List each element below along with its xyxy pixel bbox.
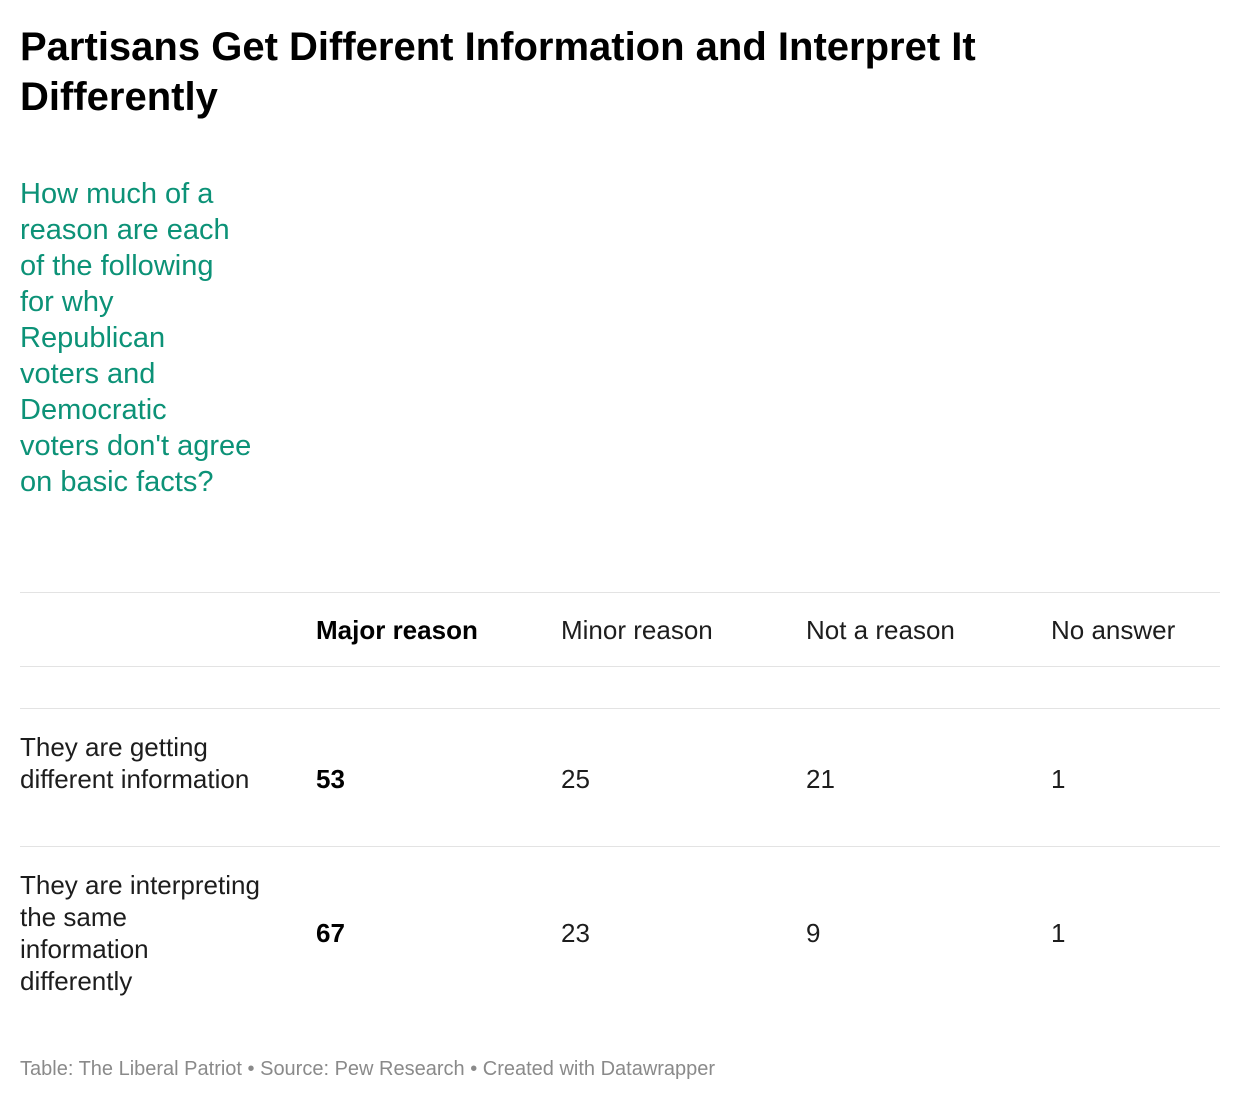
row-divider — [20, 708, 1220, 709]
row-label-interpreting-differently: They are interpreting the same informati… — [20, 870, 260, 996]
row-divider — [20, 846, 1220, 847]
column-header-no-answer: No answer — [1051, 615, 1176, 645]
header-bottom-rule — [20, 666, 1220, 667]
row-label-different-information: They are getting different information — [20, 732, 250, 794]
cell-major-reason: 67 — [316, 918, 345, 948]
chart-title: Partisans Get Different Information and … — [20, 25, 976, 119]
cell-not-a-reason: 9 — [806, 918, 821, 948]
column-header-not-a-reason: Not a reason — [806, 615, 955, 645]
cell-minor-reason: 25 — [561, 764, 590, 794]
cell-not-a-reason: 21 — [806, 764, 835, 794]
cell-major-reason: 53 — [316, 764, 345, 794]
table-top-rule — [20, 592, 1220, 593]
column-header-minor-reason: Minor reason — [561, 615, 713, 645]
chart-description: How much of a reason are each of the fol… — [20, 178, 252, 498]
chart-footer: Table: The Liberal Patriot • Source: Pew… — [20, 1058, 716, 1080]
cell-no-answer: 1 — [1051, 918, 1066, 948]
cell-minor-reason: 23 — [561, 918, 590, 948]
column-header-major-reason: Major reason — [316, 615, 478, 645]
cell-no-answer: 1 — [1051, 764, 1066, 794]
